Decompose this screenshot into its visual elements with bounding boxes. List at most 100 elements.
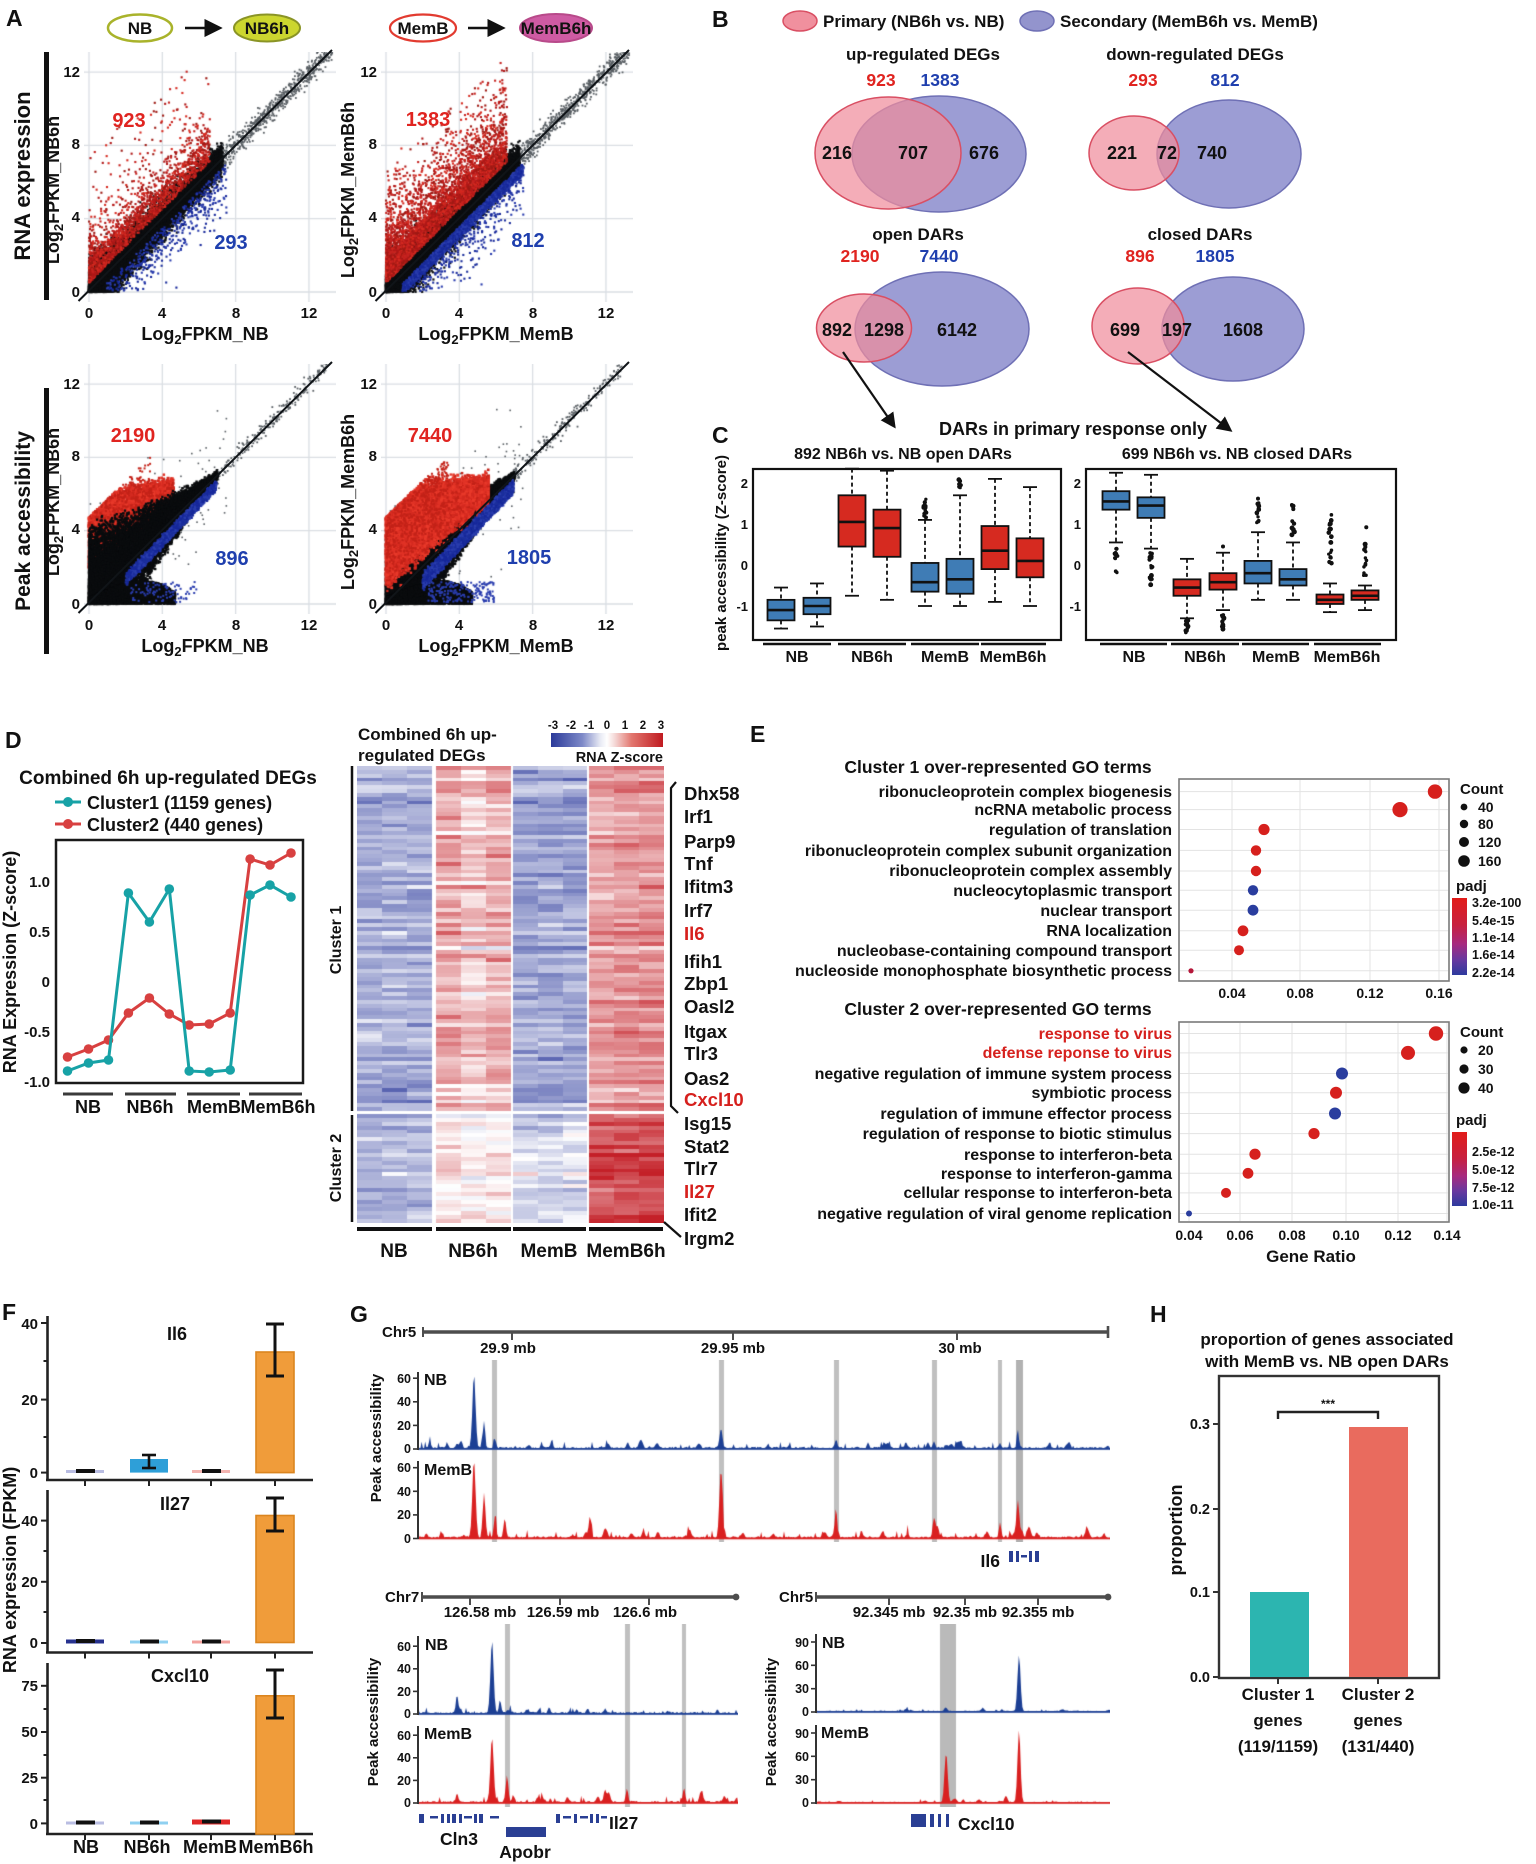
svg-text:ribonucleoprotein complex biog: ribonucleoprotein complex biogenesis xyxy=(879,784,1172,801)
svg-text:30 mb: 30 mb xyxy=(938,1340,981,1357)
svg-text:120: 120 xyxy=(1478,834,1502,850)
svg-text:4: 4 xyxy=(158,305,167,322)
svg-text:0.2: 0.2 xyxy=(1190,1502,1210,1518)
svg-text:with MemB vs. NB open DARs: with MemB vs. NB open DARs xyxy=(1204,1352,1449,1371)
svg-text:RNA expression: RNA expression xyxy=(10,91,35,260)
svg-text:Tlr7: Tlr7 xyxy=(684,1158,718,1179)
svg-text:Log2FPKM_NB6h: Log2FPKM_NB6h xyxy=(43,428,66,576)
svg-text:Cxcl10: Cxcl10 xyxy=(958,1814,1015,1834)
svg-text:C: C xyxy=(712,422,729,448)
svg-text:-3: -3 xyxy=(548,720,558,732)
svg-text:up-regulated DEGs: up-regulated DEGs xyxy=(846,45,1000,64)
svg-text:NB: NB xyxy=(424,1372,447,1389)
svg-text:60: 60 xyxy=(397,1729,411,1743)
svg-text:Cluster1 (1159 genes): Cluster1 (1159 genes) xyxy=(87,793,272,813)
svg-text:ribonucleoprotein complex asse: ribonucleoprotein complex assembly xyxy=(889,863,1172,880)
svg-text:1: 1 xyxy=(1074,517,1081,532)
svg-text:40: 40 xyxy=(21,1316,38,1333)
svg-text:92.345 mb: 92.345 mb xyxy=(853,1604,926,1621)
svg-text:Secondary (MemB6h vs. MemB): Secondary (MemB6h vs. MemB) xyxy=(1060,12,1318,31)
svg-text:75: 75 xyxy=(21,1678,38,1695)
svg-text:92.355 mb: 92.355 mb xyxy=(1002,1604,1075,1621)
svg-text:221: 221 xyxy=(1107,143,1137,163)
svg-text:NB: NB xyxy=(785,649,808,666)
svg-text:896: 896 xyxy=(1125,246,1154,266)
svg-text:7.5e-12: 7.5e-12 xyxy=(1472,1181,1514,1195)
svg-text:Dhx58: Dhx58 xyxy=(684,783,740,804)
svg-text:293: 293 xyxy=(214,232,247,254)
svg-text:699 NB6h vs. NB closed DARs: 699 NB6h vs. NB closed DARs xyxy=(1122,446,1352,463)
svg-text:MemB: MemB xyxy=(424,1726,472,1743)
svg-text:(131/440): (131/440) xyxy=(1342,1737,1415,1756)
svg-text:-1: -1 xyxy=(736,599,748,614)
svg-text:ncRNA metabolic process: ncRNA metabolic process xyxy=(974,802,1172,819)
svg-text:symbiotic process: symbiotic process xyxy=(1032,1085,1173,1102)
svg-text:4: 4 xyxy=(369,521,378,538)
svg-text:0: 0 xyxy=(404,1707,411,1721)
svg-text:20: 20 xyxy=(397,1508,411,1522)
svg-text:0.12: 0.12 xyxy=(1384,1227,1411,1243)
svg-text:8: 8 xyxy=(529,617,537,634)
svg-text:regulation of response to biot: regulation of response to biotic stimulu… xyxy=(863,1126,1172,1143)
svg-text:0.06: 0.06 xyxy=(1226,1227,1253,1243)
svg-text:open DARs: open DARs xyxy=(872,225,964,244)
svg-text:3: 3 xyxy=(658,720,664,732)
svg-text:genes: genes xyxy=(1353,1711,1402,1730)
svg-text:1298: 1298 xyxy=(864,320,904,340)
svg-text:-0.5: -0.5 xyxy=(24,1024,50,1041)
svg-text:8: 8 xyxy=(72,136,80,153)
svg-text:0.3: 0.3 xyxy=(1190,1417,1210,1433)
svg-text:nucleocytoplasmic transport: nucleocytoplasmic transport xyxy=(953,883,1172,900)
svg-text:NB: NB xyxy=(75,1097,101,1117)
svg-text:90: 90 xyxy=(795,1636,809,1650)
svg-text:Peak accessibility: Peak accessibility xyxy=(368,1373,385,1502)
svg-text:1: 1 xyxy=(622,720,629,732)
svg-text:740: 740 xyxy=(1197,143,1227,163)
svg-text:126.58 mb: 126.58 mb xyxy=(444,1604,517,1621)
svg-text:Log2FPKM_MemB6h: Log2FPKM_MemB6h xyxy=(338,102,361,278)
svg-text:0: 0 xyxy=(42,974,50,991)
svg-text:MemB6h: MemB6h xyxy=(521,19,592,38)
svg-text:0: 0 xyxy=(802,1796,809,1810)
svg-text:Tlr3: Tlr3 xyxy=(684,1043,718,1064)
svg-text:60: 60 xyxy=(795,1659,809,1673)
svg-text:72: 72 xyxy=(1157,143,1177,163)
svg-text:197: 197 xyxy=(1162,320,1192,340)
svg-text:8: 8 xyxy=(232,305,240,322)
svg-text:0: 0 xyxy=(369,596,377,613)
svg-text:Isg15: Isg15 xyxy=(684,1113,731,1134)
svg-text:812: 812 xyxy=(1210,70,1239,90)
svg-text:1383: 1383 xyxy=(406,109,451,131)
svg-text:20: 20 xyxy=(397,1774,411,1788)
svg-text:MemB: MemB xyxy=(1252,649,1300,666)
svg-text:30: 30 xyxy=(795,1682,809,1696)
svg-text:Ifitm3: Ifitm3 xyxy=(684,876,733,897)
svg-text:Peak accessibility: Peak accessibility xyxy=(12,431,35,611)
svg-text:0: 0 xyxy=(741,558,748,573)
svg-text:Tnf: Tnf xyxy=(684,853,714,874)
svg-text:E: E xyxy=(750,721,765,747)
svg-text:50: 50 xyxy=(21,1724,38,1741)
svg-text:0: 0 xyxy=(382,305,390,322)
svg-text:40: 40 xyxy=(1478,1080,1494,1096)
svg-text:20: 20 xyxy=(21,1574,38,1591)
svg-text:892 NB6h vs. NB open DARs: 892 NB6h vs. NB open DARs xyxy=(794,446,1012,463)
svg-text:29.95 mb: 29.95 mb xyxy=(701,1340,765,1357)
svg-text:-1: -1 xyxy=(1069,599,1081,614)
svg-text:NB6h: NB6h xyxy=(245,19,289,38)
svg-text:Cluster2 (440 genes): Cluster2 (440 genes) xyxy=(87,815,263,835)
svg-text:7440: 7440 xyxy=(408,425,453,447)
svg-text:4: 4 xyxy=(72,521,81,538)
svg-text:923: 923 xyxy=(866,70,895,90)
svg-text:RNA expression (FPKM): RNA expression (FPKM) xyxy=(0,1467,20,1673)
svg-text:2: 2 xyxy=(741,476,748,491)
svg-text:genes: genes xyxy=(1253,1711,1302,1730)
svg-text:B: B xyxy=(712,6,729,32)
svg-text:Il27: Il27 xyxy=(684,1181,715,1202)
svg-text:8: 8 xyxy=(72,448,80,465)
svg-text:293: 293 xyxy=(1128,70,1157,90)
svg-text:0.0: 0.0 xyxy=(1190,1670,1210,1686)
svg-text:ribonucleoprotein complex subu: ribonucleoprotein complex subunit organi… xyxy=(805,843,1172,860)
svg-text:MemB6h: MemB6h xyxy=(586,1241,665,1262)
svg-text:MemB6h: MemB6h xyxy=(238,1837,313,1857)
